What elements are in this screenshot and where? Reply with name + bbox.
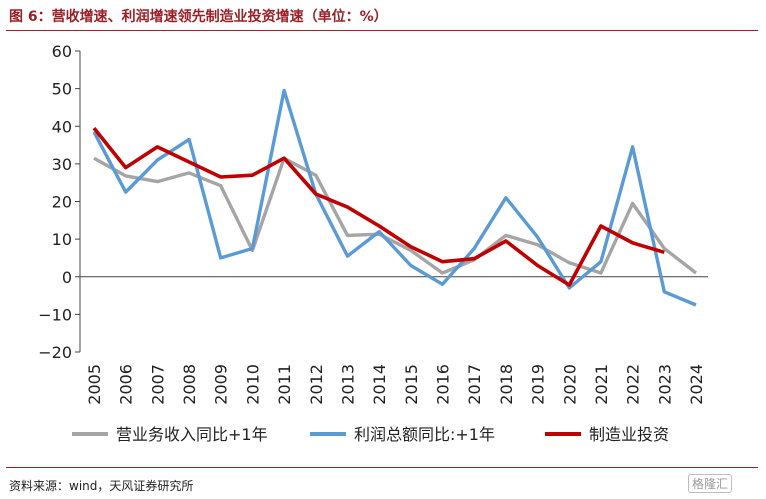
- series-1: [93, 156, 698, 275]
- x-tick-label: 2007: [148, 364, 167, 405]
- x-tick-label: 2008: [180, 364, 199, 405]
- x-tick-label: 2022: [624, 364, 643, 405]
- x-tick-label: 2011: [275, 364, 294, 405]
- y-tick-label: 10: [52, 230, 72, 249]
- x-tick-label: 2021: [592, 364, 611, 405]
- footer-rule: [6, 467, 758, 468]
- y-tick-label: 50: [52, 80, 72, 99]
- x-tick-label: 2010: [243, 364, 262, 405]
- x-tick-label: 2018: [497, 364, 516, 405]
- series-line: [92, 88, 697, 307]
- x-tick-label: 2016: [434, 364, 453, 405]
- legend-label: 营业务收入同比+1年: [116, 425, 268, 444]
- x-tick-label: 2020: [560, 364, 579, 405]
- x-tick-label: 2013: [338, 364, 357, 405]
- y-tick-label: 30: [52, 155, 72, 174]
- legend-label: 制造业投资: [589, 425, 669, 444]
- y-tick-label: 20: [52, 193, 72, 212]
- x-tick-label: 2009: [212, 364, 231, 405]
- series-line: [92, 126, 665, 287]
- x-tick-label: 2012: [307, 364, 326, 405]
- x-tick-label: 2019: [529, 364, 548, 405]
- y-tick-label: 40: [52, 117, 72, 136]
- y-tick-label: −20: [38, 343, 72, 362]
- y-tick-label: 0: [62, 268, 72, 287]
- source-note: 资料来源：wind，天风证券研究所: [9, 479, 194, 493]
- series-3: [92, 126, 665, 287]
- legend: 营业务收入同比+1年 利润总额同比:+1年 制造业投资: [72, 425, 669, 444]
- x-tick-label: 2014: [370, 364, 389, 405]
- x-tick-label: 2015: [402, 364, 421, 405]
- line-chart: −20 −10 0 10 20 30 40 50 60 2005 2006 2007 2008 2009…: [38, 42, 708, 444]
- series-line: [93, 156, 698, 275]
- x-tick-label: 2023: [655, 364, 674, 405]
- x-tick-label: 2006: [117, 364, 136, 405]
- x-tick-label: 2005: [85, 364, 104, 405]
- watermark-logo: 格隆汇: [688, 474, 733, 493]
- x-tick-label: 2024: [687, 364, 706, 405]
- y-tick-label: 60: [52, 42, 72, 61]
- title-underline: [6, 30, 758, 31]
- x-tick-label: 2017: [465, 364, 484, 405]
- chart-title: 图 6：营收增速、利润增速领先制造业投资增速（单位：%）: [9, 9, 388, 25]
- series-2: [92, 88, 697, 307]
- series-lines: [92, 88, 698, 307]
- legend-label: 利润总额同比:+1年: [354, 425, 495, 444]
- x-axis: 2005 2006 2007 2008 2009 2010 2011 2012 2013 2014…: [80, 276, 708, 405]
- y-axis: −20 −10 0 10 20 30 40 50 60: [38, 42, 81, 362]
- y-tick-label: −10: [38, 305, 72, 324]
